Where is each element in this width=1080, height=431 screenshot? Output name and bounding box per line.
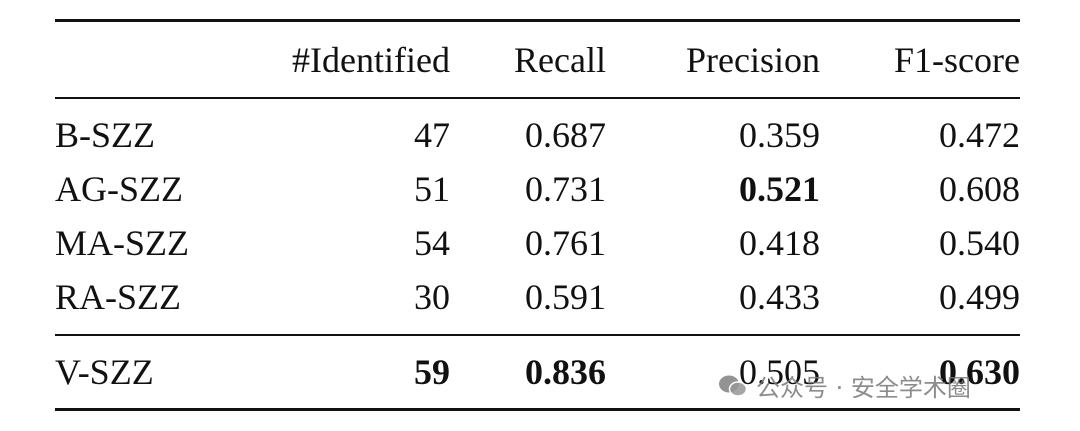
cell: 0.359	[739, 115, 820, 155]
header-cell: F1-score	[894, 40, 1020, 80]
cell: 51	[414, 169, 450, 209]
cell: 0.521	[739, 169, 820, 209]
cell: 54	[414, 223, 450, 263]
header-cell: #Identified	[292, 40, 450, 80]
row-label: AG-SZZ	[55, 169, 183, 209]
row-label: V-SZZ	[55, 352, 154, 392]
cell: 0.540	[939, 223, 1020, 263]
cell: 0.418	[739, 223, 820, 263]
cell: 0.591	[525, 277, 606, 317]
cell: 0.687	[525, 115, 606, 155]
watermark: 公众号 · 安全学术圈	[718, 368, 971, 403]
cell: 0.505	[739, 352, 820, 392]
cell: 59	[414, 352, 450, 392]
mid-rule	[55, 334, 1020, 336]
row-label: RA-SZZ	[55, 277, 181, 317]
cell: 0.472	[939, 115, 1020, 155]
header-cell: Precision	[686, 40, 820, 80]
cell: 0.836	[525, 352, 606, 392]
cell: 47	[414, 115, 450, 155]
wechat-icon	[719, 375, 748, 397]
cell: 0.630	[939, 352, 1020, 392]
row-label: MA-SZZ	[55, 223, 189, 263]
top-rule	[55, 19, 1020, 22]
watermark-text: 公众号 · 安全学术圈	[756, 374, 971, 402]
cell: 0.433	[739, 277, 820, 317]
cell: 0.761	[525, 223, 606, 263]
cell: 30	[414, 277, 450, 317]
cell: 0.499	[939, 277, 1020, 317]
cell: 0.731	[525, 169, 606, 209]
header-rule	[55, 97, 1020, 99]
cell: 0.608	[939, 169, 1020, 209]
header-cell: Recall	[514, 40, 606, 80]
bottom-rule	[55, 408, 1020, 411]
row-label: B-SZZ	[55, 115, 156, 155]
